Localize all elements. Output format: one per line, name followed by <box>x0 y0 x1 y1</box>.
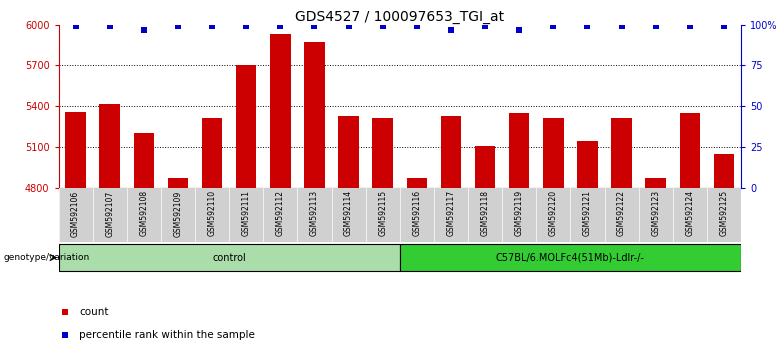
Bar <box>100 104 120 188</box>
Bar <box>66 112 86 188</box>
Text: GSM592106: GSM592106 <box>71 190 80 236</box>
Text: GSM592123: GSM592123 <box>651 190 660 236</box>
Bar <box>441 116 461 188</box>
Bar <box>270 34 290 188</box>
Text: GSM592117: GSM592117 <box>446 190 456 236</box>
Bar <box>612 118 632 188</box>
Bar <box>475 146 495 188</box>
Bar <box>373 118 393 188</box>
Bar <box>133 133 154 188</box>
Text: GSM592121: GSM592121 <box>583 190 592 236</box>
Text: GSM592118: GSM592118 <box>480 190 490 236</box>
Title: GDS4527 / 100097653_TGI_at: GDS4527 / 100097653_TGI_at <box>295 10 505 24</box>
Text: GSM592125: GSM592125 <box>719 190 729 236</box>
Text: GSM592115: GSM592115 <box>378 190 387 236</box>
Bar <box>304 42 324 188</box>
FancyBboxPatch shape <box>399 244 741 271</box>
Bar <box>339 116 359 188</box>
Text: GSM592110: GSM592110 <box>207 190 217 236</box>
Bar <box>645 178 666 188</box>
Bar <box>679 113 700 188</box>
Text: GSM592116: GSM592116 <box>413 190 421 236</box>
Bar <box>406 178 427 188</box>
Text: genotype/variation: genotype/variation <box>4 253 90 262</box>
Bar <box>714 154 734 188</box>
FancyBboxPatch shape <box>58 244 399 271</box>
Text: GSM592114: GSM592114 <box>344 190 353 236</box>
Bar <box>236 65 257 188</box>
Text: GSM592112: GSM592112 <box>276 190 285 236</box>
Text: GSM592113: GSM592113 <box>310 190 319 236</box>
Bar <box>577 142 597 188</box>
Bar <box>168 178 188 188</box>
Text: C57BL/6.MOLFc4(51Mb)-Ldlr-/-: C57BL/6.MOLFc4(51Mb)-Ldlr-/- <box>496 252 645 263</box>
Text: GSM592111: GSM592111 <box>242 190 250 236</box>
Text: percentile rank within the sample: percentile rank within the sample <box>79 330 255 341</box>
Bar <box>202 118 222 188</box>
Text: GSM592119: GSM592119 <box>515 190 523 236</box>
Bar <box>509 113 530 188</box>
Text: GSM592108: GSM592108 <box>140 190 148 236</box>
Text: count: count <box>79 307 108 318</box>
Text: control: control <box>212 252 246 263</box>
Text: GSM592122: GSM592122 <box>617 190 626 236</box>
Text: GSM592124: GSM592124 <box>686 190 694 236</box>
Text: GSM592107: GSM592107 <box>105 190 114 236</box>
Bar <box>543 118 564 188</box>
Text: GSM592120: GSM592120 <box>549 190 558 236</box>
Text: GSM592109: GSM592109 <box>173 190 183 236</box>
